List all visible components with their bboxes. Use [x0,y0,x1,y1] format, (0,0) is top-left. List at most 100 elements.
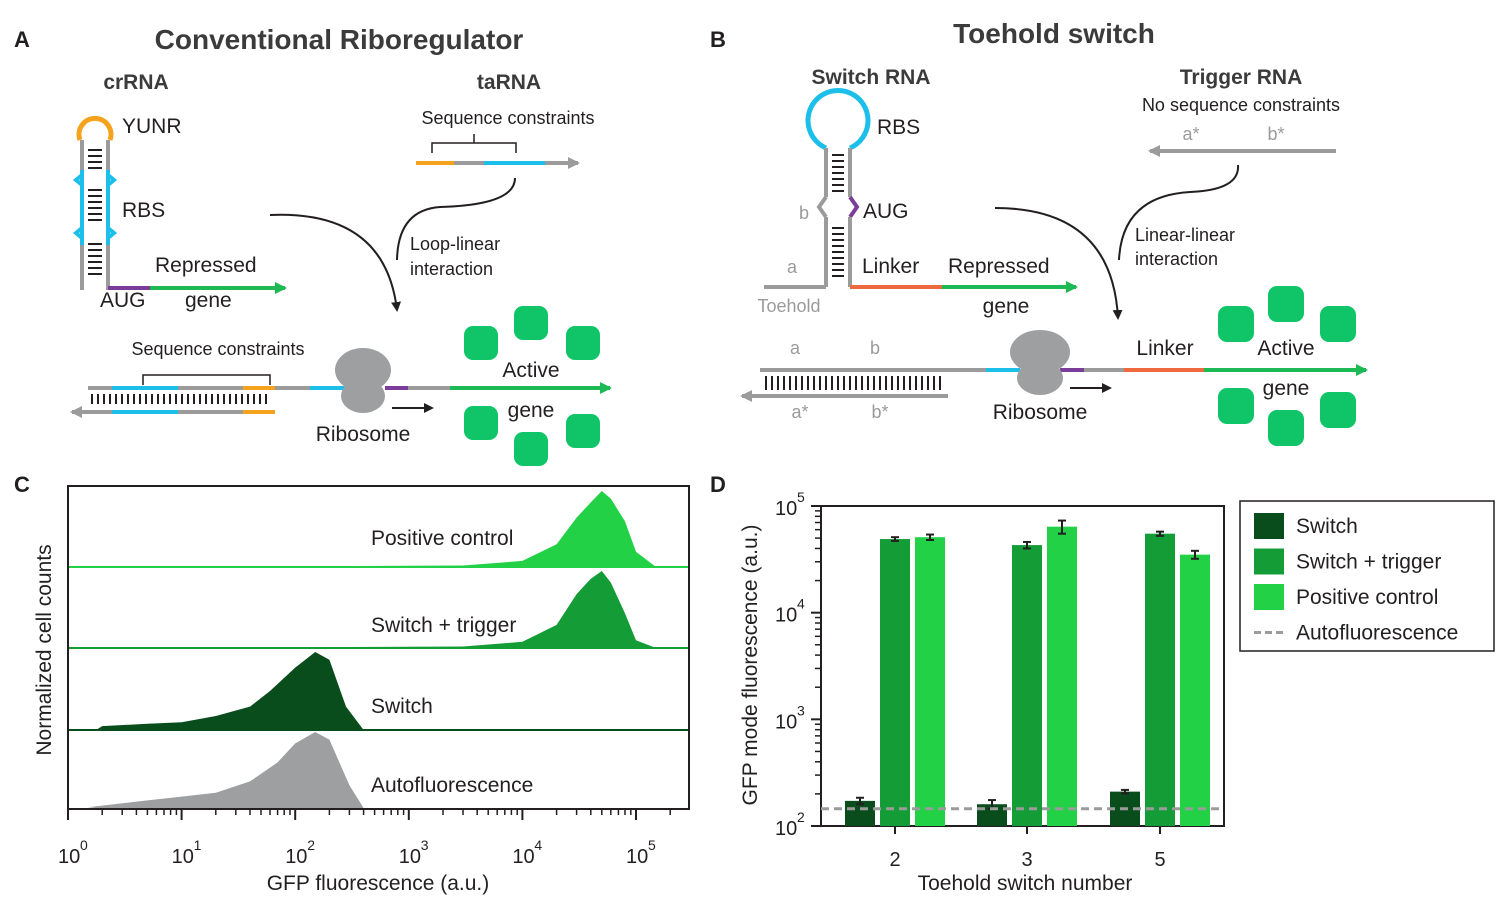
row-label-positive: Positive control [371,527,513,550]
bar [880,539,910,826]
y-tick-label: 10 [775,818,797,840]
panel-d-ylabel: GFP mode fluorescence (a.u.) [739,525,762,806]
gene-label-a: gene [185,289,232,312]
crrna-label: crRNA [103,71,168,94]
repressed-label-b: Repressed [948,255,1050,278]
seq-constraints-top: Sequence constraints [421,108,594,128]
ribosome-label-a: Ribosome [316,423,411,446]
b-label: b [799,203,809,223]
x-tick-label: 10 [172,846,194,868]
y-tick-exponent: 4 [797,596,805,612]
duplex-b-label: b [870,338,880,358]
interaction-b-line1: Linear-linear [1135,225,1235,245]
gene-label-b: gene [983,295,1030,318]
panel-b-label: B [710,27,726,52]
panel-a: A Conventional Riboregulator crRNA taRNA [14,24,610,466]
panel-c: C Normalized cell counts Positive contro… [14,472,689,895]
panel-a-title: Conventional Riboregulator [155,24,524,55]
histogram-series-3 [96,652,688,730]
ribosome-label-b: Ribosome [993,401,1088,424]
switch-rna-label: Switch RNA [811,66,930,89]
panel-c-xlabel: GFP fluorescence (a.u.) [267,872,490,895]
yunr-label: YUNR [122,115,182,138]
x-tick-label: 10 [626,846,648,868]
gfp-blocks-b [1218,286,1356,446]
legend-label: Switch + trigger [1296,551,1441,574]
row-label-switch: Switch [371,695,433,718]
x-tick-label: 10 [399,846,421,868]
panel-b: B Toehold switch Switch RNA Trigger RNA … [710,18,1366,446]
x-category-label: 5 [1154,849,1165,871]
panel-d-xlabel: Toehold switch number [918,872,1133,895]
rbs-label-a: RBS [122,199,165,222]
bar [1047,527,1077,826]
panel-c-ylabel: Normalized cell counts [33,544,56,755]
panel-d-label: D [710,472,726,497]
aug-label-a: AUG [100,289,146,312]
repressed-label-a: Repressed [155,254,257,277]
duplex-a-label: a [790,338,801,358]
toehold-label: Toehold [757,296,820,316]
y-tick-exponent: 3 [797,702,805,718]
row-label-auto: Autofluorescence [371,774,533,797]
duplex-b-star-label: b* [871,402,888,422]
panel-d: D GFP mode fluorescence (a.u.) 102103104… [710,472,1494,895]
x-tick-label: 10 [512,846,534,868]
aug-label-b: AUG [863,200,909,223]
a-label: a [787,257,798,277]
legend-label: Autofluorescence [1296,622,1458,645]
row-label-switch-trigger: Switch + trigger [371,614,516,637]
rbs-label-b: RBS [877,116,920,139]
x-tick-label: 10 [58,846,80,868]
trigger-a-star: a* [1182,124,1199,144]
x-tick-label: 10 [285,846,307,868]
y-tick-label: 10 [775,605,797,627]
no-constraints-label: No sequence constraints [1142,95,1340,115]
y-tick-label: 10 [775,711,797,733]
bar [1145,534,1175,826]
legend-label: Switch [1296,515,1358,538]
bar-legend: Switch Switch + trigger Positive control Au… [1240,501,1494,651]
seq-constraints-bottom: Sequence constraints [131,339,304,359]
interaction-a-line1: Loop-linear [410,234,500,254]
interaction-a-line2: interaction [410,259,493,279]
panel-b-title: Toehold switch [953,18,1155,49]
legend-swatch [1254,513,1284,539]
x-category-label: 3 [1021,849,1032,871]
y-tick-label: 10 [775,498,797,520]
y-tick-exponent: 2 [797,809,805,825]
panel-c-label: C [14,472,30,497]
duplex-a-star-label: a* [791,402,808,422]
active-gene-label-b: gene [1263,377,1310,400]
legend-label: Positive control [1296,586,1438,609]
trigger-b-star: b* [1267,124,1284,144]
x-tick-exponent: 5 [648,837,656,853]
duplex-hatch-b [766,376,940,390]
bar [915,537,945,826]
x-tick-exponent: 1 [194,837,202,853]
active-label-b: Active [1257,337,1314,360]
bar [1180,555,1210,826]
legend-swatch [1254,584,1284,610]
trigger-rna-label: Trigger RNA [1180,66,1303,89]
ribosome-b [1010,330,1070,395]
linker-label-b2: Linker [1136,337,1193,360]
linker-label-b: Linker [862,255,919,278]
interaction-b-line2: interaction [1135,249,1218,269]
x-tick-exponent: 3 [421,837,429,853]
active-gene-label-a: gene [508,399,555,422]
x-tick-exponent: 4 [534,837,542,853]
active-label-a: Active [502,359,559,382]
x-tick-exponent: 0 [80,837,88,853]
x-category-label: 2 [889,849,900,871]
y-tick-exponent: 5 [797,489,805,505]
duplex-hatch-a [92,394,266,404]
panel-a-label: A [14,27,30,52]
x-tick-exponent: 2 [307,837,315,853]
tarna-label: taRNA [477,71,541,94]
legend-swatch [1254,549,1284,575]
ribosome-a [335,348,391,413]
